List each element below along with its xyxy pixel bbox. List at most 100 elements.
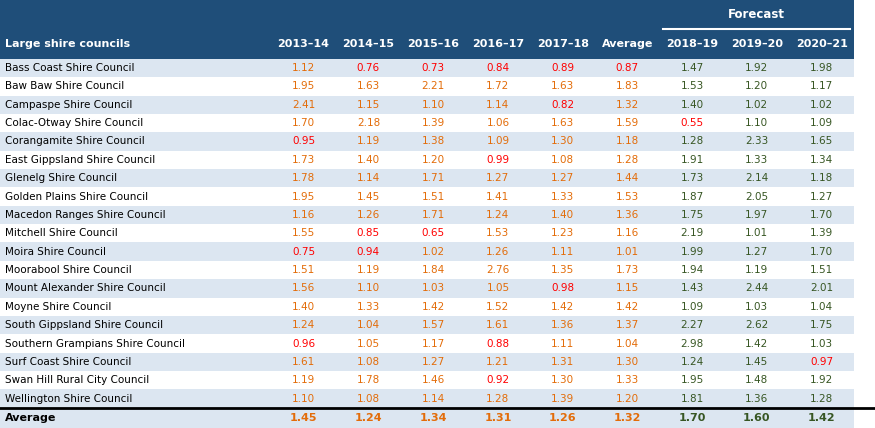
Bar [789,59,854,77]
Text: 1.05: 1.05 [487,283,509,294]
Bar [724,279,789,297]
Text: 1.24: 1.24 [681,357,704,367]
Bar [0,95,271,114]
Bar [660,353,724,371]
Text: 1.33: 1.33 [746,155,768,165]
Text: 1.03: 1.03 [422,283,444,294]
Bar [401,187,466,206]
Text: 0.97: 0.97 [810,357,833,367]
Bar [336,114,401,132]
Bar [724,169,789,187]
Bar [789,316,854,334]
Text: 1.71: 1.71 [422,173,444,183]
Bar [336,408,401,428]
Text: 1.51: 1.51 [292,265,315,275]
Text: 1.30: 1.30 [616,357,639,367]
Bar [530,77,595,95]
Bar [336,243,401,261]
Bar [595,279,660,297]
Text: 1.42: 1.42 [551,302,574,312]
Bar [530,316,595,334]
Bar [530,243,595,261]
Bar [0,334,271,353]
Text: 2.18: 2.18 [357,118,380,128]
Text: 2017–18: 2017–18 [536,39,589,49]
Bar [336,187,401,206]
Bar [595,59,660,77]
Bar [595,114,660,132]
Text: 1.17: 1.17 [422,339,444,348]
Text: 2.33: 2.33 [746,137,768,146]
Bar [466,371,530,389]
Text: 1.81: 1.81 [681,394,704,404]
Text: 2.41: 2.41 [292,100,315,110]
Bar [401,95,466,114]
Bar [789,243,854,261]
Bar [724,243,789,261]
Text: 2.14: 2.14 [746,173,768,183]
Text: 1.10: 1.10 [422,100,444,110]
Bar [271,114,336,132]
Text: 1.32: 1.32 [613,413,641,423]
Bar [724,95,789,114]
Bar [401,297,466,316]
Bar [401,30,466,59]
Bar [271,0,336,30]
Text: 1.26: 1.26 [487,247,509,257]
Text: 1.16: 1.16 [292,210,315,220]
Text: 1.09: 1.09 [810,118,833,128]
Text: 1.10: 1.10 [292,394,315,404]
Text: 1.27: 1.27 [422,357,444,367]
Bar [0,59,271,77]
Text: 2.98: 2.98 [681,339,704,348]
Text: 1.02: 1.02 [810,100,833,110]
Text: 1.28: 1.28 [616,155,639,165]
Text: 2.01: 2.01 [810,283,833,294]
Text: 0.55: 0.55 [681,118,704,128]
Bar [0,389,271,408]
Bar [724,371,789,389]
Bar [336,169,401,187]
Bar [595,297,660,316]
Text: 1.26: 1.26 [549,413,577,423]
Text: Campaspe Shire Council: Campaspe Shire Council [5,100,133,110]
Text: 0.89: 0.89 [551,63,574,73]
Text: 2.62: 2.62 [746,320,768,330]
Bar [660,206,724,224]
Bar [660,389,724,408]
Text: Forecast: Forecast [728,8,786,21]
Bar [595,77,660,95]
Text: 1.48: 1.48 [746,375,768,385]
Bar [401,206,466,224]
Bar [466,187,530,206]
Bar [271,224,336,243]
Bar [466,169,530,187]
Bar [401,243,466,261]
Text: 0.73: 0.73 [422,63,444,73]
Text: 1.45: 1.45 [290,413,318,423]
Bar [271,408,336,428]
Text: Surf Coast Shire Council: Surf Coast Shire Council [5,357,131,367]
Text: 1.61: 1.61 [292,357,315,367]
Text: 1.34: 1.34 [810,155,833,165]
Bar [401,0,466,30]
Bar [271,353,336,371]
Text: 1.21: 1.21 [487,357,509,367]
Bar [530,59,595,77]
Text: 1.06: 1.06 [487,118,509,128]
Bar [724,114,789,132]
Bar [724,334,789,353]
Text: 1.70: 1.70 [292,118,315,128]
Bar [336,316,401,334]
Bar [660,169,724,187]
Text: Average: Average [5,413,57,423]
Text: 1.78: 1.78 [357,375,380,385]
Bar [271,297,336,316]
Bar [660,0,724,30]
Bar [660,408,724,428]
Bar [789,30,854,59]
Bar [271,59,336,77]
Text: 1.10: 1.10 [357,283,380,294]
Text: 0.87: 0.87 [616,63,639,73]
Text: 1.19: 1.19 [292,375,315,385]
